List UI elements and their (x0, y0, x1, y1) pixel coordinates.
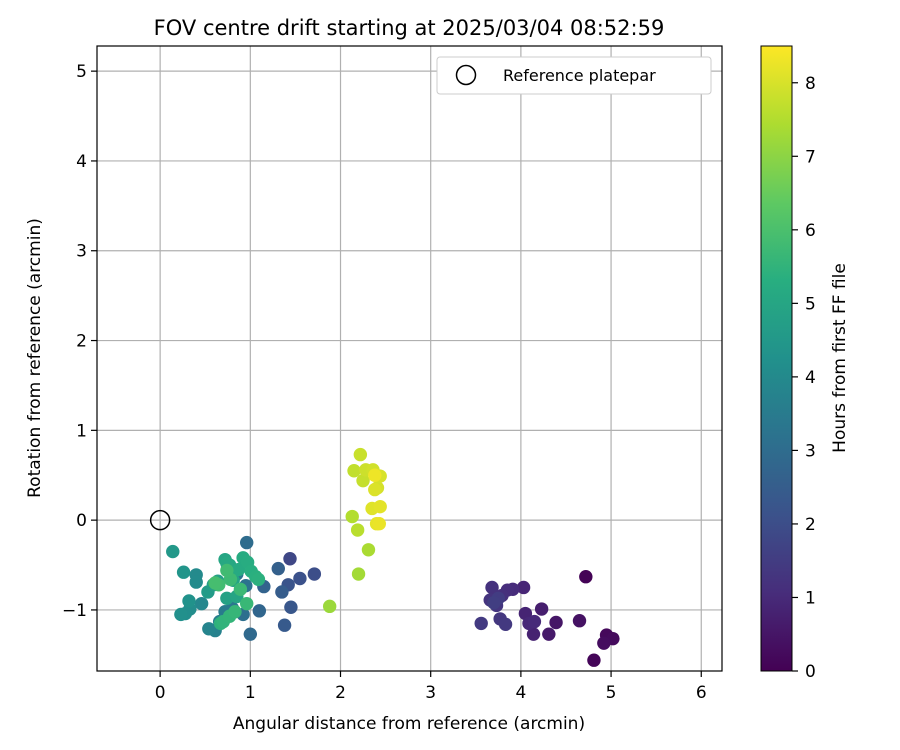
colorbar-tick-label: 1 (805, 588, 816, 608)
x-tick-label: 3 (425, 683, 436, 703)
data-point (487, 596, 501, 610)
plot-frame (96, 45, 723, 672)
chart-title: FOV centre drift starting at 2025/03/04 … (154, 16, 665, 40)
y-tick-label: −1 (62, 601, 87, 621)
data-point (271, 561, 285, 576)
data-point (182, 594, 196, 608)
data-point (516, 580, 531, 595)
colorbar-ticks: 0 1 2 3 4 5 6 7 8 (792, 74, 816, 682)
colorbar-tick-label: 0 (805, 662, 816, 682)
data-point (373, 499, 387, 514)
colorbar-tick-label: 8 (805, 74, 816, 94)
data-point (202, 622, 216, 636)
data-point (174, 607, 188, 622)
y-axis-ticks: −1 0 1 2 3 4 5 (62, 62, 97, 621)
data-point (572, 614, 587, 628)
data-point (353, 447, 368, 462)
y-tick-label: 4 (76, 152, 87, 172)
data-point (350, 523, 365, 537)
data-point (243, 627, 258, 641)
data-point (526, 627, 541, 641)
data-point (208, 576, 222, 590)
data-point (284, 600, 298, 614)
y-tick-label: 0 (76, 511, 87, 531)
x-axis-label: Angular distance from reference (arcmin) (233, 714, 585, 734)
data-point (474, 616, 488, 631)
data-point (542, 627, 556, 641)
y-tick-label: 5 (76, 62, 87, 82)
x-tick-label: 2 (335, 683, 346, 703)
y-tick-label: 2 (76, 332, 87, 352)
data-point (176, 565, 191, 579)
x-tick-label: 6 (696, 683, 707, 703)
data-point (166, 544, 180, 559)
y-tick-label: 3 (76, 242, 87, 262)
data-point (527, 614, 542, 629)
data-point (220, 563, 234, 578)
legend-box (436, 56, 712, 95)
data-point (307, 567, 322, 581)
data-point (372, 517, 386, 531)
data-point (485, 580, 499, 595)
data-point (228, 605, 242, 619)
x-tick-label: 0 (155, 683, 166, 703)
data-point (534, 602, 549, 616)
data-point (549, 615, 563, 630)
data-point (498, 617, 513, 632)
data-point (347, 464, 361, 478)
colorbar-tick-label: 5 (805, 294, 816, 314)
data-point (587, 653, 601, 667)
x-tick-label: 1 (245, 683, 256, 703)
colorbar-gradient (760, 45, 793, 672)
data-point (361, 543, 376, 557)
data-point (597, 636, 611, 650)
data-point (368, 482, 382, 497)
data-point (231, 562, 246, 577)
colorbar-tick-label: 6 (805, 221, 816, 241)
reference-marker (149, 509, 171, 531)
data-point (579, 570, 593, 584)
data-point (220, 591, 234, 605)
data-point (322, 599, 337, 614)
data-point (368, 468, 382, 482)
y-tick-label: 1 (76, 421, 87, 441)
data-point (240, 596, 254, 611)
colorbar-label: Hours from first FF file (830, 263, 850, 453)
data-point (275, 585, 289, 599)
data-point (293, 571, 307, 586)
data-point (252, 604, 267, 618)
data-point (277, 618, 292, 632)
data-points (166, 447, 620, 667)
x-tick-label: 4 (515, 683, 526, 703)
legend-reference-marker (455, 64, 477, 86)
data-point (283, 552, 297, 566)
y-axis-label: Rotation from reference (arcmin) (25, 218, 45, 498)
data-point (240, 535, 254, 550)
data-point (194, 596, 209, 611)
data-point (351, 567, 366, 581)
data-point (251, 572, 266, 587)
colorbar-tick-label: 7 (805, 147, 816, 167)
colorbar-tick-label: 2 (805, 515, 816, 535)
data-point (233, 582, 248, 596)
colorbar-tick-label: 3 (805, 441, 816, 461)
x-tick-label: 5 (606, 683, 617, 703)
legend: Reference platepar (436, 56, 712, 95)
data-point (189, 575, 203, 589)
data-point (345, 509, 359, 524)
colorbar: 0 1 2 3 4 5 6 7 8 Hours from first FF file (760, 45, 850, 682)
data-point (356, 473, 370, 488)
colorbar-tick-label: 4 (805, 368, 816, 388)
x-axis-ticks: 0 1 2 3 4 5 6 (155, 671, 707, 703)
legend-reference-label: Reference platepar (503, 66, 656, 85)
